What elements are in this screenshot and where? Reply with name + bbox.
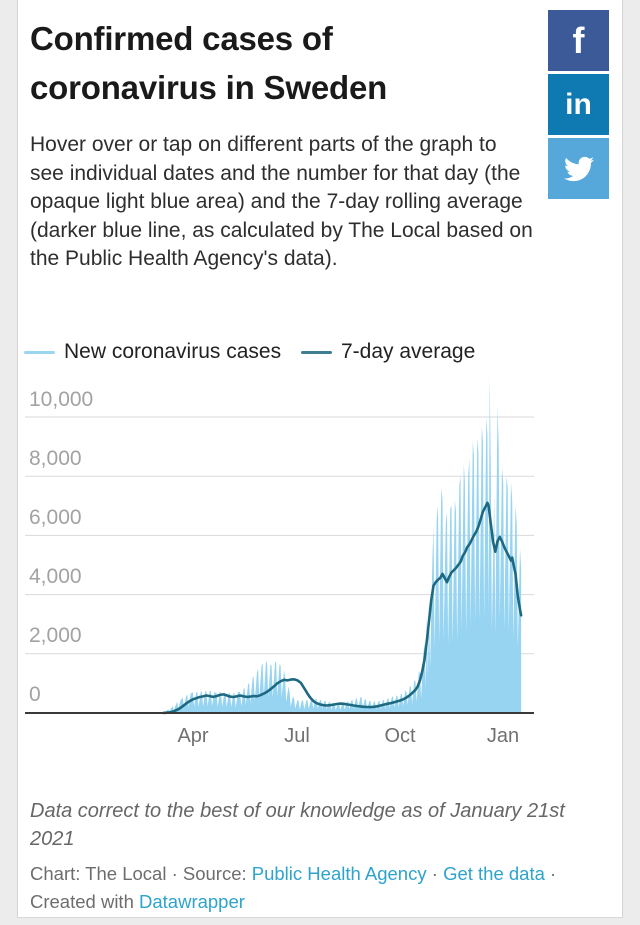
y-axis-tick: 6,000 — [29, 506, 82, 529]
attribution: Chart: The Local · Source: Public Health… — [30, 860, 612, 915]
facebook-icon: f — [572, 19, 585, 61]
attribution-prefix: Chart: The Local · Source: — [30, 863, 252, 884]
article-card: Confirmed cases of coronavirus in Sweden… — [17, 0, 623, 918]
legend-label-new-cases: New coronavirus cases — [64, 340, 282, 363]
legend-label-average: 7-day average — [341, 340, 476, 363]
y-axis-tick: 10,000 — [29, 388, 94, 411]
datawrapper-link[interactable]: Datawrapper — [139, 890, 245, 912]
page-title: Confirmed cases of coronavirus in Sweden — [30, 20, 388, 106]
linkedin-share-button[interactable]: in — [548, 74, 609, 135]
legend-item-average: 7-day average — [301, 340, 475, 364]
chart-description: Hover over or tap on different parts of … — [30, 133, 533, 271]
created-with-text: Created with — [30, 890, 139, 912]
y-axis-tick: 4,000 — [29, 565, 82, 588]
y-axis-tick: 2,000 — [29, 624, 82, 647]
chart-area[interactable]: 10,000 8,000 6,000 4,000 2,000 0 Apr Jul… — [18, 365, 622, 757]
x-axis-tick: Jul — [284, 725, 310, 747]
new-cases-swatch — [24, 350, 55, 354]
chart-legend: New coronavirus cases 7-day average — [18, 340, 622, 364]
y-axis-tick: 8,000 — [29, 447, 82, 470]
chart-svg[interactable] — [18, 365, 622, 757]
daily-cases-area — [152, 375, 522, 713]
footnote: Data correct to the best of our knowledg… — [30, 800, 565, 850]
facebook-share-button[interactable]: f — [548, 10, 609, 71]
x-axis-tick: Apr — [177, 725, 209, 747]
share-buttons: f in — [548, 10, 609, 202]
legend-item-new-cases: New coronavirus cases — [24, 340, 281, 364]
get-data-link[interactable]: Get the data — [443, 863, 545, 884]
attribution-separator: · — [426, 863, 444, 884]
y-axis-tick: 0 — [29, 683, 41, 706]
twitter-share-button[interactable] — [548, 138, 609, 199]
attribution-separator: · — [544, 863, 557, 884]
source-link[interactable]: Public Health Agency — [251, 863, 427, 884]
x-axis-tick: Jan — [486, 725, 520, 747]
twitter-bird-icon — [563, 156, 594, 181]
linkedin-icon: in — [565, 87, 592, 121]
rolling-average-line — [162, 501, 523, 715]
x-axis-tick: Oct — [384, 725, 416, 747]
average-swatch — [301, 350, 332, 354]
